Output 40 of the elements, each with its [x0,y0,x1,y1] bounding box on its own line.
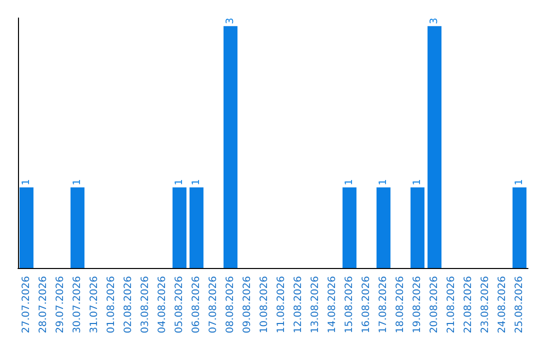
x-tick-label: 17.08.2026 [378,276,389,334]
x-tick-label: 18.08.2026 [395,276,406,334]
x-tick-label: 31.07.2026 [89,276,100,334]
x-tick-label: 09.08.2026 [242,276,253,334]
x-tick-label: 22.08.2026 [463,276,474,334]
x-tick-label: 13.08.2026 [310,276,321,334]
x-tick-label: 14.08.2026 [327,276,338,334]
x-tick-label: 11.08.2026 [276,276,287,334]
data-label: 1 [344,178,355,186]
x-tick-label: 20.08.2026 [429,276,440,334]
x-tick-label: 21.08.2026 [446,276,457,334]
x-tick-label: 29.07.2026 [55,276,66,334]
x-tick-label: 08.08.2026 [225,276,236,334]
x-tick-label: 07.08.2026 [208,276,219,334]
x-tick-label: 05.08.2026 [174,276,185,334]
x-tick-label: 27.07.2026 [21,276,32,334]
x-tick-label: 30.07.2026 [72,276,83,334]
x-tick-label: 19.08.2026 [412,276,423,334]
data-label: 1 [72,178,83,186]
x-tick-label: 04.08.2026 [157,276,168,334]
x-tick-label: 02.08.2026 [123,276,134,334]
data-label: 1 [21,178,32,186]
data-label: 1 [412,178,423,186]
x-tick-label: 24.08.2026 [497,276,508,334]
x-tick-label: 10.08.2026 [259,276,270,334]
x-tick-label: 12.08.2026 [293,276,304,334]
data-label: 3 [429,18,440,24]
data-label: 3 [225,18,236,24]
data-label: 1 [378,178,389,186]
x-tick-label: 28.07.2026 [38,276,49,334]
data-label: 1 [191,178,202,186]
data-label: 1 [174,178,185,186]
x-tick-label: 25.08.2026 [514,276,525,334]
x-tick-label: 23.08.2026 [480,276,491,334]
x-tick-label: 01.08.2026 [106,276,117,334]
x-tick-label: 06.08.2026 [191,276,202,334]
x-tick-label: 16.08.2026 [361,276,372,334]
data-label: 1 [514,178,525,186]
x-tick-label: 03.08.2026 [140,276,151,334]
x-tick-label: 15.08.2026 [344,276,355,334]
